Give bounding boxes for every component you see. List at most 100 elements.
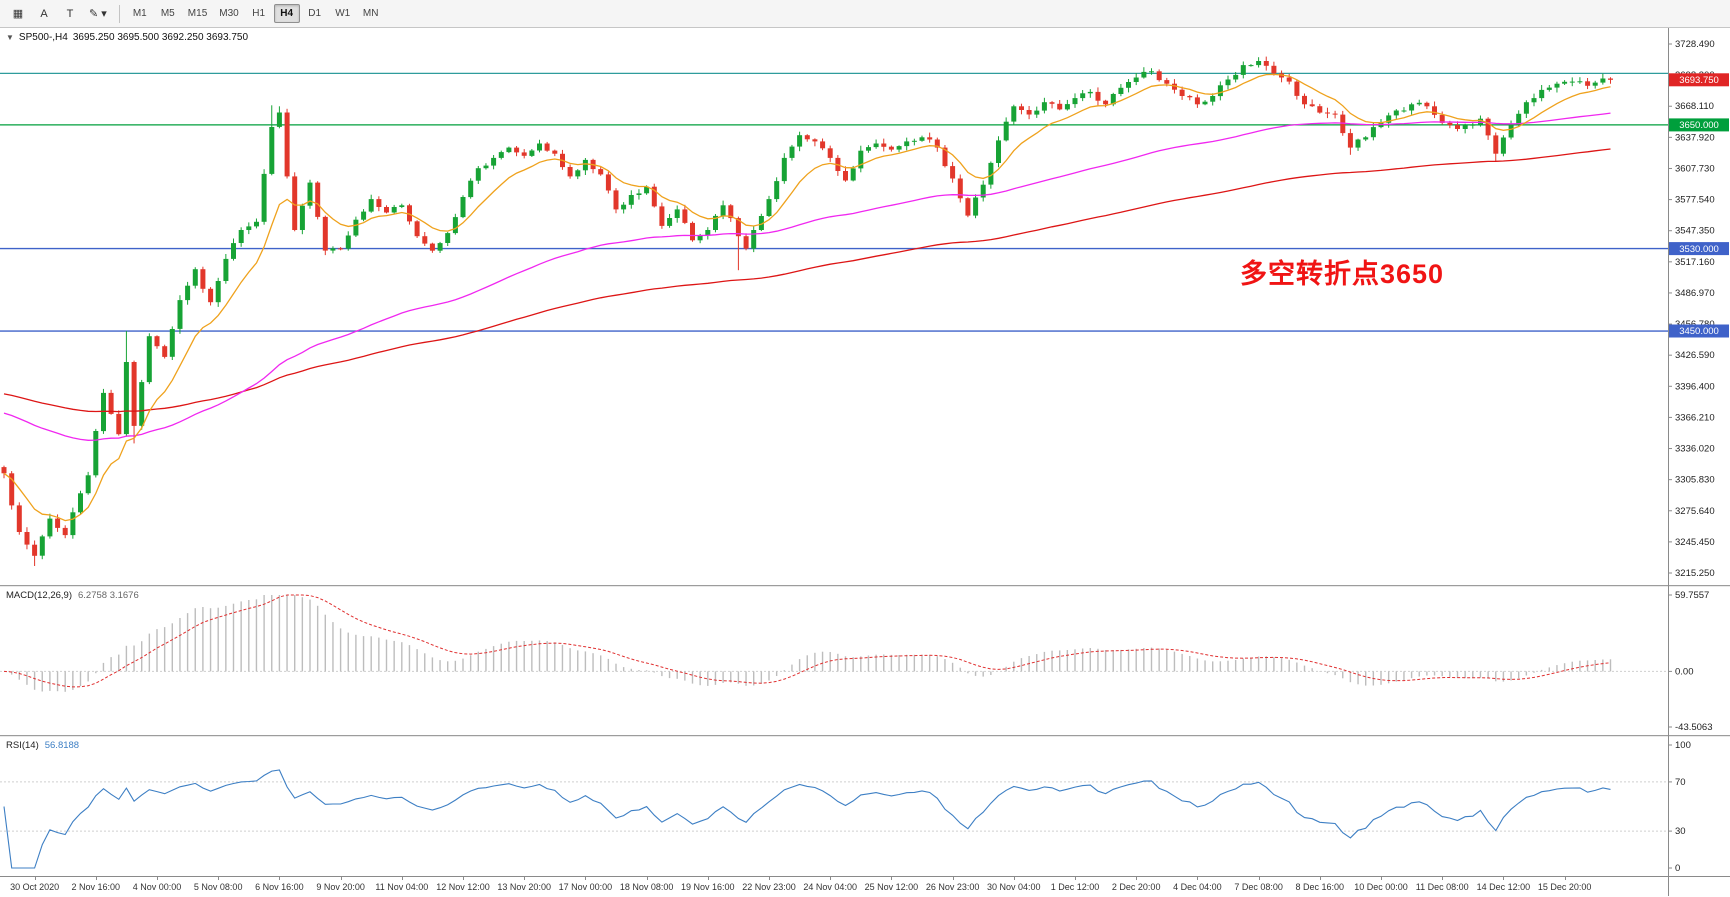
price-tick-label: 3396.400 (1675, 381, 1715, 392)
price-tick-label: 3486.970 (1675, 288, 1715, 299)
timeframe-button-m1[interactable]: M1 (132, 8, 147, 19)
price-tick-label: 3366.210 (1675, 412, 1715, 423)
chart-header: ▼ SP500-,H4 3695.250 3695.500 3692.250 3… (6, 32, 248, 43)
time-label: 30 Oct 2020 (10, 882, 60, 892)
rsi-title: RSI(14) (6, 740, 39, 751)
time-tick (1319, 877, 1321, 880)
svg-text:3530.000: 3530.000 (1679, 244, 1719, 255)
time-label: 1 Dec 12:00 (1050, 882, 1100, 892)
time-label: 14 Dec 12:00 (1476, 882, 1531, 892)
time-label: 22 Nov 23:00 (742, 882, 796, 892)
time-label: 12 Nov 12:00 (436, 882, 490, 892)
rsi-value: 56.8188 (44, 740, 80, 751)
time-label: 18 Nov 08:00 (619, 882, 674, 892)
time-label: 4 Dec 04:00 (1173, 882, 1222, 892)
time-label: 17 Nov 00:00 (558, 882, 613, 892)
time-tick (769, 877, 770, 880)
time-tick (1503, 877, 1505, 880)
time-tick (707, 877, 709, 880)
rsi-panel-canvas[interactable]: 100 70 30 0 (0, 737, 1730, 876)
collapse-arrow-icon[interactable]: ▼ (6, 33, 14, 42)
time-label: 11 Nov 04:00 (375, 882, 429, 892)
macd-signal-line (3, 594, 1611, 688)
time-tick (1013, 877, 1015, 880)
horizontal-lines[interactable] (0, 72, 1668, 332)
time-axis[interactable]: 30 Oct 2020 2 Nov 16:00 4 Nov 00:00 5 Nov 0… (0, 877, 1730, 897)
svg-text:3450.000: 3450.000 (1679, 326, 1719, 337)
timeframe-button-mn[interactable]: MN (362, 8, 379, 19)
time-tick (830, 877, 832, 880)
price-chart-canvas[interactable]: 3728.4903698.3003668.1103637.9203607.730… (0, 28, 1730, 585)
time-tick (463, 877, 464, 880)
price-tick-label: 3607.730 (1675, 163, 1715, 174)
macd-title: MACD(12,26,9) (6, 590, 72, 601)
time-label: 4 Nov 00:00 (132, 882, 182, 892)
panel-separator-macd[interactable] (0, 585, 1730, 587)
time-tick (95, 877, 97, 880)
timeframe-button-d1[interactable]: D1 (308, 8, 322, 19)
macd-panel-canvas[interactable]: 59.7557 0.00 -43.5063 (0, 587, 1730, 735)
price-tick-label: 3728.490 (1675, 39, 1715, 50)
time-tick (1258, 877, 1260, 880)
toolbar-icon-group: ▦ A T ✎ ▾ (6, 4, 112, 24)
rsi-axis-label: 70 (1675, 777, 1686, 788)
panel-separator-rsi[interactable] (0, 735, 1730, 737)
candles (1, 56, 1613, 566)
price-axis: 3728.4903698.3003668.1103637.9203607.730… (1668, 39, 1715, 579)
time-tick (1381, 877, 1382, 880)
timeframe-button-h1[interactable]: H1 (252, 8, 266, 19)
time-label: 6 Nov 16:00 (255, 882, 304, 892)
rsi-label: RSI(14) 56.8188 (6, 740, 79, 751)
time-axis-border (0, 876, 1730, 877)
time-tick (157, 877, 158, 880)
time-tick (952, 877, 954, 880)
current-price-tag: 3693.750 (1669, 73, 1729, 87)
chart-ohlc-values: 3695.250 3695.500 3692.250 3693.750 (72, 32, 249, 43)
timeframe-button-m5[interactable]: M5 (160, 8, 175, 19)
rsi-axis-label: 30 (1675, 826, 1686, 837)
text-box-icon[interactable]: T (66, 7, 74, 20)
toolbar-separator (118, 4, 120, 23)
time-tick (279, 877, 281, 880)
time-label: 19 Nov 16:00 (681, 882, 735, 892)
macd-axis-label: 59.7557 (1675, 590, 1709, 601)
time-tick (646, 877, 648, 880)
price-tick-label: 3547.350 (1675, 226, 1715, 237)
timeframe-button-w1[interactable]: W1 (335, 8, 351, 19)
chart-symbol-timeframe: SP500-,H4 (18, 32, 68, 43)
ma-slow (3, 148, 1611, 413)
time-label: 9 Nov 20:00 (316, 882, 365, 892)
price-tick-label: 3275.640 (1675, 506, 1715, 517)
rsi-axis-label: 100 (1675, 740, 1691, 751)
time-label: 11 Dec 08:00 (1415, 882, 1469, 892)
time-label: 2 Dec 20:00 (1111, 882, 1161, 892)
price-tick-label: 3668.110 (1675, 101, 1714, 112)
time-label: 13 Nov 20:00 (497, 882, 551, 892)
time-label: 2 Nov 16:00 (71, 882, 121, 892)
price-tag-3530.000: 3530.000 (1669, 242, 1729, 256)
price-tick-label: 3336.020 (1675, 444, 1715, 455)
price-axis-separator (1668, 28, 1669, 896)
timeframe-button-h4[interactable]: H4 (273, 4, 300, 23)
timeframe-button-m15[interactable]: M15 (187, 8, 208, 19)
time-tick (340, 877, 342, 880)
ma-mid (3, 112, 1611, 441)
time-tick (34, 877, 36, 880)
time-tick (1564, 877, 1566, 880)
time-label: 10 Dec 00:00 (1354, 882, 1408, 892)
time-tick (891, 877, 893, 880)
text-label-icon[interactable]: A (40, 7, 48, 20)
chart-annotation-text[interactable]: 多空转折点3650 (1240, 259, 1445, 289)
draw-tools-icon[interactable]: ✎ ▾ (89, 8, 107, 20)
price-tick-label: 3426.590 (1675, 350, 1715, 361)
time-tick (1442, 877, 1444, 880)
chart-icon[interactable]: ▦ (12, 8, 24, 20)
time-tick (1075, 877, 1076, 880)
time-label: 25 Nov 12:00 (864, 882, 919, 892)
time-label: 5 Nov 08:00 (193, 882, 243, 892)
price-tick-label: 3305.830 (1675, 475, 1715, 486)
price-tick-label: 3637.920 (1675, 132, 1715, 143)
timeframe-button-m30[interactable]: M30 (219, 8, 239, 19)
moving-averages (3, 73, 1611, 522)
